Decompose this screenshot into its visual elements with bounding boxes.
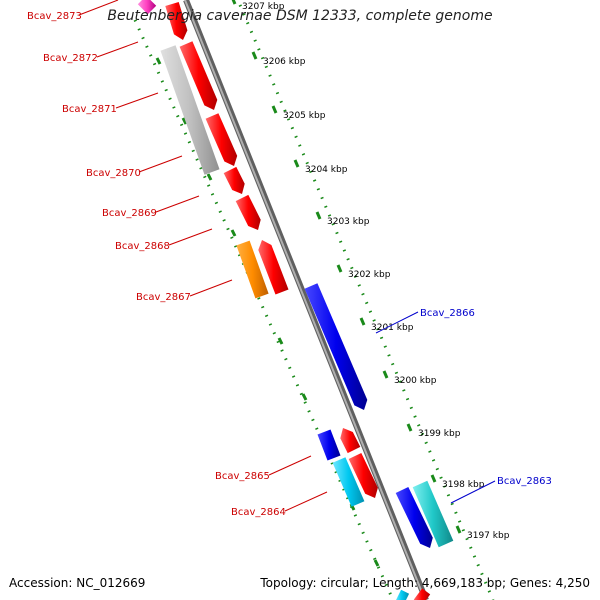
gene-feature-bcav-2863a[interactable] <box>395 487 433 548</box>
gene-label[interactable]: Bcav_2872 <box>43 53 98 64</box>
gene-feature-bcav-2864[interactable] <box>332 457 365 507</box>
gene-feature-bcav-2867[interactable] <box>236 240 269 299</box>
ruler-ticks <box>231 0 462 534</box>
gene-label[interactable]: Bcav_2866 <box>420 308 475 319</box>
gene-leader-line <box>284 491 328 512</box>
tick-mark <box>293 159 300 168</box>
gene-label[interactable]: Bcav_2873 <box>27 11 82 22</box>
gene-label[interactable]: Bcav_2871 <box>62 104 117 115</box>
inner-tick-mark <box>373 559 380 567</box>
gene-leader-line <box>189 279 233 297</box>
gene-features <box>137 0 454 600</box>
gene-feature-bcav-2871[interactable] <box>160 45 220 175</box>
gene-label[interactable]: Bcav_2865 <box>215 471 270 482</box>
gene-leader-line <box>138 155 183 173</box>
gene-leader-line <box>450 480 496 504</box>
tick-label: 3198 kbp <box>442 480 485 490</box>
inner-tick-mark <box>277 337 284 345</box>
gene-feature-bcav-2863[interactable] <box>412 480 454 548</box>
genome-backbone-highlight <box>184 0 426 600</box>
tick-label: 3206 kbp <box>263 57 306 67</box>
inner-tick-mark <box>181 117 188 125</box>
inner-tick-mark <box>155 57 162 65</box>
gene-feature-bcav-2867b[interactable] <box>258 240 289 295</box>
inner-tick-mark <box>206 173 213 181</box>
tick-mark <box>315 211 322 220</box>
gene-feature-bcav-2865a[interactable] <box>317 429 341 461</box>
tick-label: 3201 kbp <box>371 323 414 333</box>
gene-label[interactable]: Bcav_2870 <box>86 168 141 179</box>
gene-leader-line <box>268 455 312 476</box>
gene-label[interactable]: Bcav_2869 <box>102 208 157 219</box>
tick-label: 3207 kbp <box>242 2 285 12</box>
gene-feature-bcav-2870[interactable] <box>205 113 238 166</box>
gene-label[interactable]: Bcav_2864 <box>231 507 286 518</box>
gene-leader-line <box>168 228 213 246</box>
gene-feature-bottom-a[interactable] <box>395 589 410 600</box>
gene-feature-bcav-2866[interactable] <box>304 283 368 410</box>
tick-label: 3197 kbp <box>467 531 510 541</box>
tick-mark <box>231 0 237 5</box>
tick-mark <box>336 264 343 273</box>
tick-mark <box>455 525 462 534</box>
accession-text: Accession: NC_012669 <box>9 576 146 590</box>
tick-mark <box>382 370 389 379</box>
gene-feature-bottom-b[interactable] <box>413 588 431 600</box>
gene-leader-line <box>375 311 419 334</box>
tick-label: 3200 kbp <box>394 376 437 386</box>
gene-labels: Bcav_2873 Bcav_2872 Bcav_2871 Bcav_2870 Bcav… <box>27 0 552 518</box>
tick-mark <box>251 51 258 60</box>
gene-label[interactable]: Bcav_2868 <box>115 241 170 252</box>
tick-label: 3205 kbp <box>283 111 326 121</box>
ruler-tick-labels: 3207 kbp 3206 kbp 3205 kbp 3204 kbp 3203 kbp… <box>242 2 510 541</box>
tick-mark <box>430 474 437 483</box>
gene-feature-bcav-2869[interactable] <box>223 166 245 194</box>
gene-leader-line <box>115 92 159 109</box>
gene-feature-bcav-2868[interactable] <box>235 194 261 230</box>
ruler-track-inner <box>133 19 395 600</box>
tick-label: 3202 kbp <box>348 270 391 280</box>
tick-mark <box>271 105 278 114</box>
tick-label: 3204 kbp <box>305 165 348 175</box>
gene-feature-bcav-2865b[interactable] <box>340 428 361 454</box>
gene-label[interactable]: Bcav_2867 <box>136 292 191 303</box>
inner-tick-mark <box>230 229 237 237</box>
tick-mark <box>406 423 413 432</box>
tick-mark <box>359 317 366 326</box>
ruler-track-outer <box>238 4 495 600</box>
gene-leader-line <box>155 195 200 213</box>
topology-summary: Topology: circular; Length: 4,669,183 bp… <box>260 576 590 590</box>
gene-feature-bcav-2872b[interactable] <box>179 41 218 110</box>
inner-tick-mark <box>301 393 308 401</box>
gene-label[interactable]: Bcav_2863 <box>497 476 552 487</box>
gene-leader-line <box>78 0 119 16</box>
gene-feature-bcav-2873[interactable] <box>137 0 157 15</box>
map-title: Beutenbergia cavernae DSM 12333, complet… <box>107 8 493 24</box>
gene-feature-bcav-2864b[interactable] <box>348 453 378 498</box>
gene-feature-bcav-2872a[interactable] <box>165 2 188 40</box>
tick-label: 3199 kbp <box>418 429 461 439</box>
gene-leader-line <box>96 41 139 58</box>
tick-label: 3203 kbp <box>327 217 370 227</box>
